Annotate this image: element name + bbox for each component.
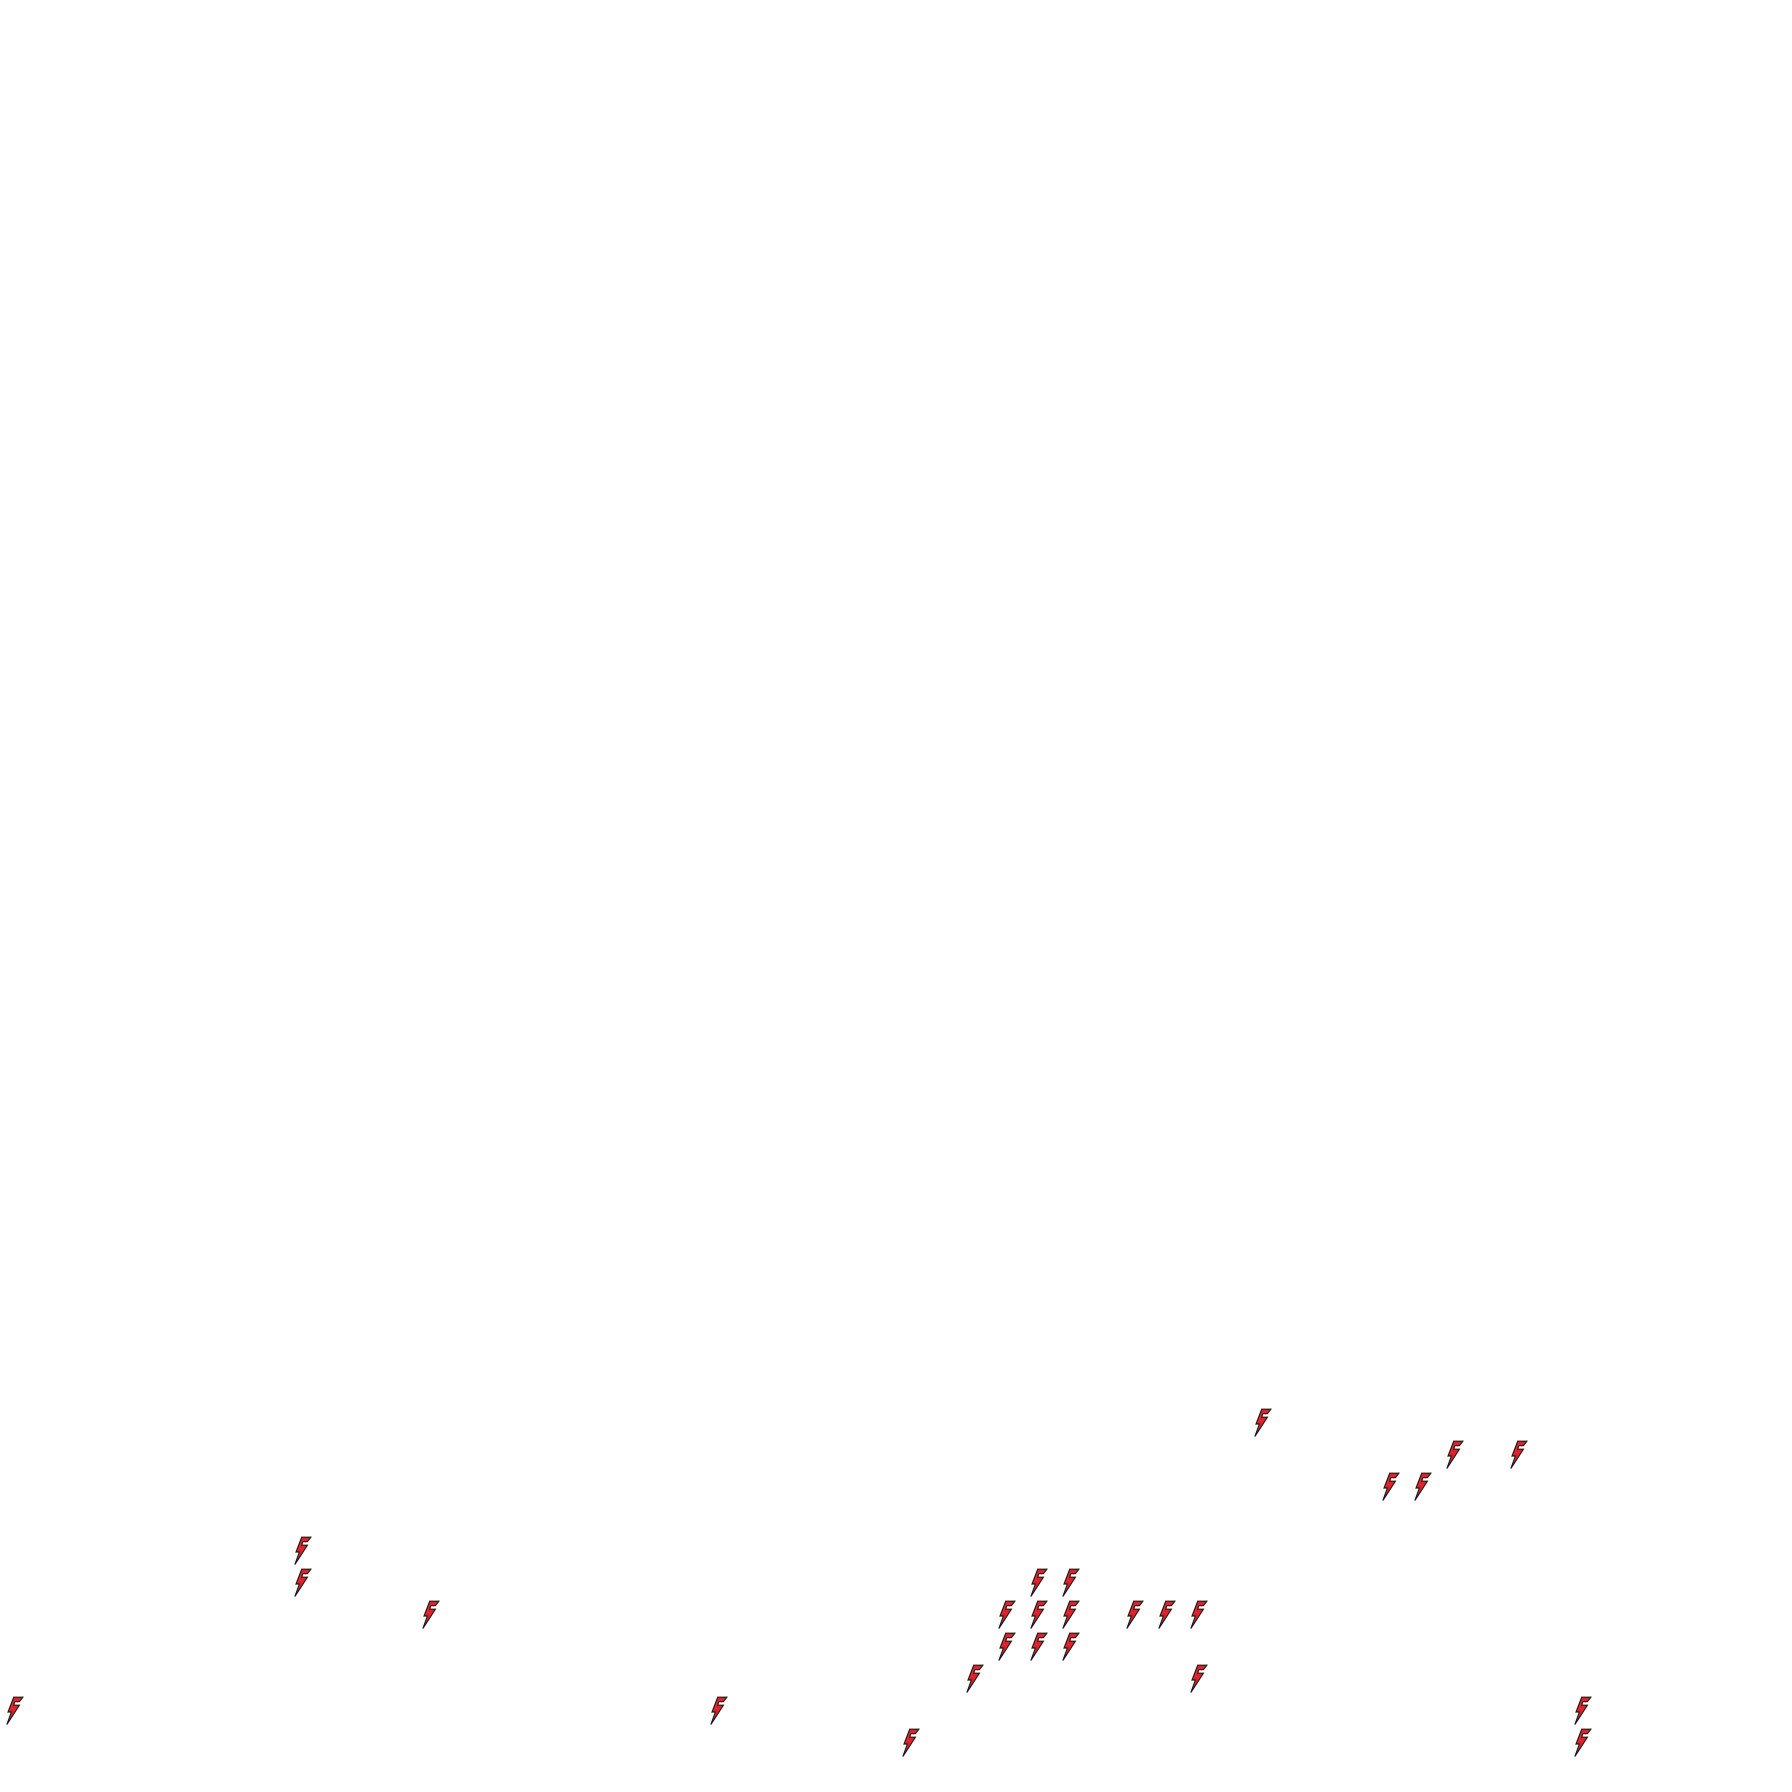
page: {} html, body { margin: 0; padding: 0; b… <box>0 0 1792 1792</box>
game-board <box>0 0 1792 1792</box>
game-screen <box>0 0 1792 1792</box>
background <box>0 0 1792 1792</box>
